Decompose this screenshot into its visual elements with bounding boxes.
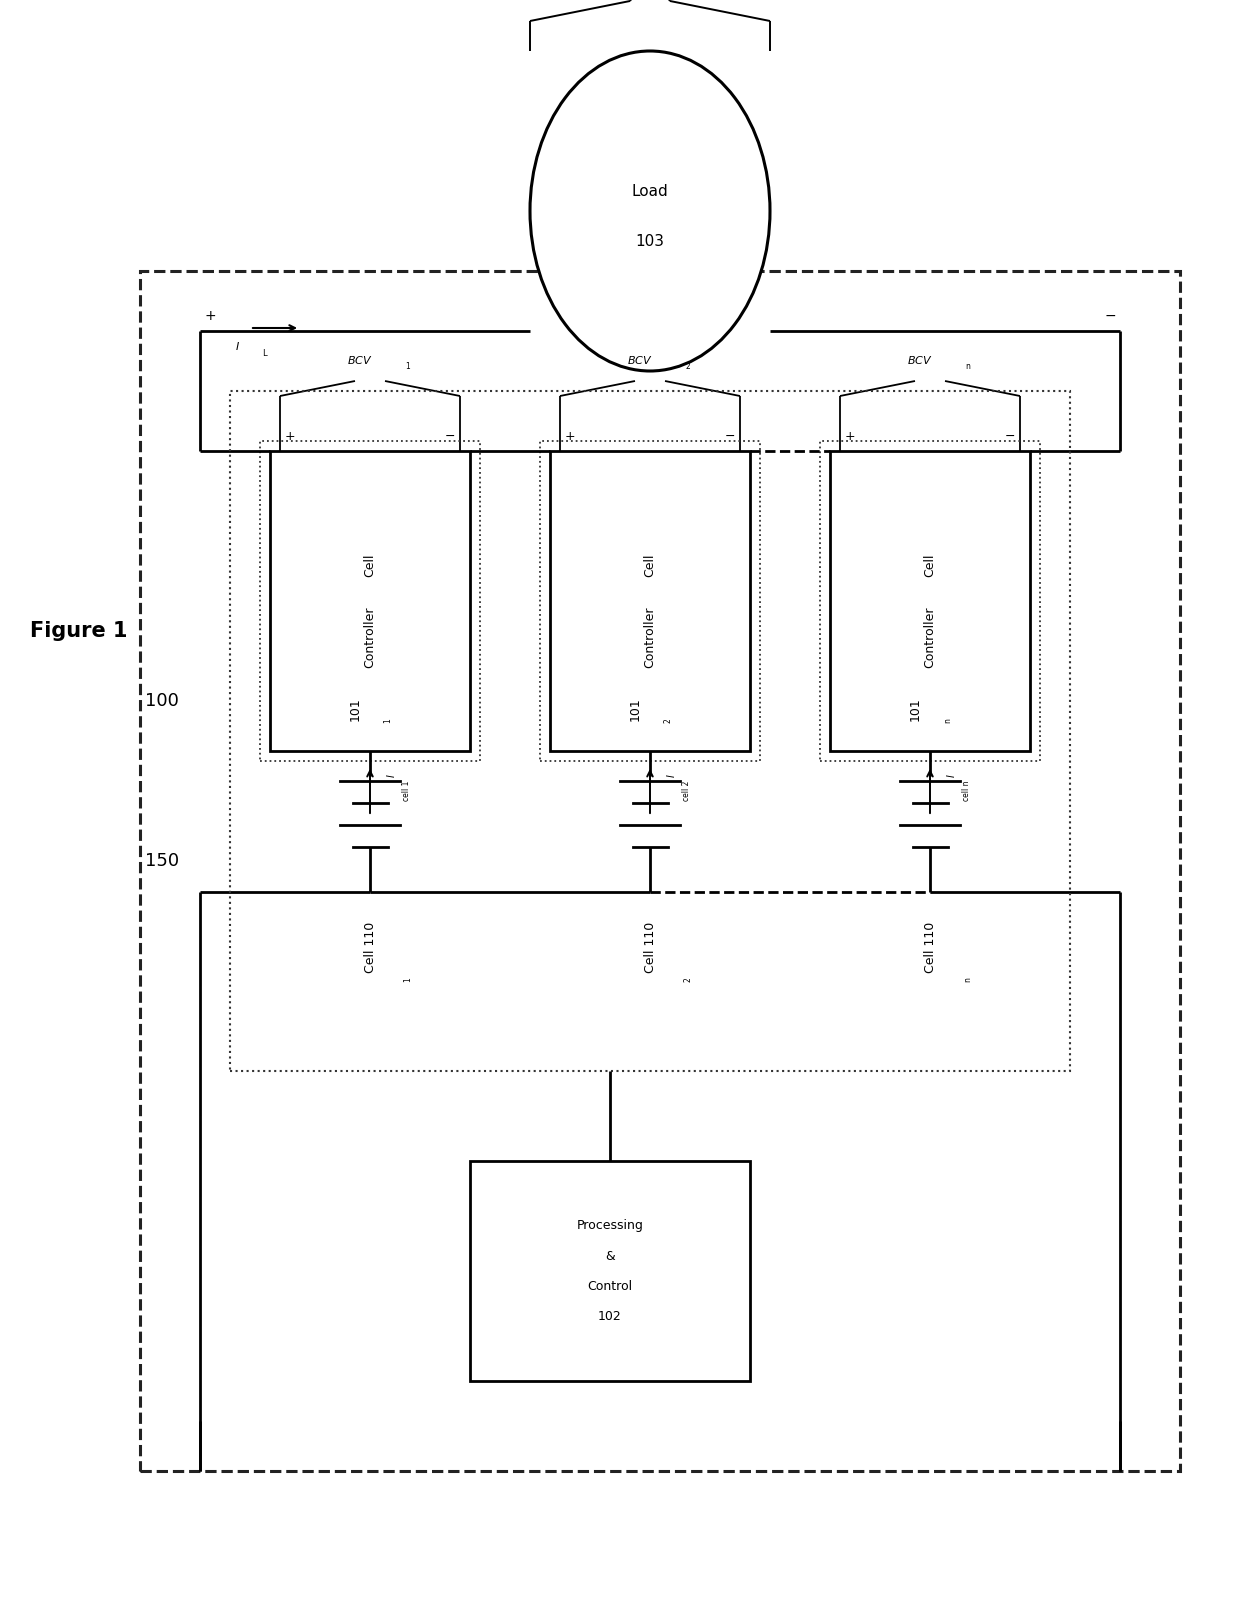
Text: Controller: Controller <box>644 607 656 668</box>
Text: Figure 1: Figure 1 <box>30 621 128 640</box>
Text: Cell: Cell <box>644 554 656 576</box>
Text: $BCV$: $BCV$ <box>627 354 652 367</box>
Ellipse shape <box>529 51 770 371</box>
Text: Cell 110: Cell 110 <box>924 922 936 973</box>
Bar <box>229 391 1070 1071</box>
Text: 2: 2 <box>686 362 691 371</box>
Text: Cell: Cell <box>924 554 936 576</box>
Text: 2: 2 <box>683 977 692 981</box>
Text: L: L <box>262 349 267 359</box>
Text: 101: 101 <box>348 696 362 720</box>
Text: +: + <box>844 431 856 443</box>
Text: Controller: Controller <box>924 607 936 668</box>
Text: −: − <box>445 431 455 443</box>
Text: −: − <box>1104 309 1116 323</box>
Text: 1: 1 <box>403 977 413 981</box>
Bar <box>830 451 1030 751</box>
Text: +: + <box>564 431 575 443</box>
Bar <box>470 1161 750 1382</box>
Text: n: n <box>963 977 972 981</box>
Text: cell n: cell n <box>962 781 971 800</box>
Text: Control: Control <box>588 1279 632 1292</box>
Text: $BCV$: $BCV$ <box>908 354 932 367</box>
Text: 100: 100 <box>145 692 179 709</box>
Text: −: − <box>724 431 735 443</box>
Text: 102: 102 <box>598 1310 622 1322</box>
Text: $I$: $I$ <box>945 773 957 778</box>
Text: Cell 110: Cell 110 <box>363 922 377 973</box>
Text: n: n <box>966 362 971 371</box>
Text: Cell: Cell <box>363 554 377 576</box>
Text: &: & <box>605 1249 615 1263</box>
Text: 1: 1 <box>383 719 393 724</box>
Bar <box>270 451 470 751</box>
Bar <box>140 271 1180 1471</box>
Text: Controller: Controller <box>363 607 377 668</box>
Text: Load: Load <box>631 184 668 199</box>
Text: Cell 110: Cell 110 <box>644 922 656 973</box>
Text: $I$: $I$ <box>384 773 397 778</box>
Text: cell 2: cell 2 <box>682 781 691 800</box>
Text: n: n <box>944 719 952 724</box>
Text: 150: 150 <box>145 852 179 869</box>
Text: $BCV$: $BCV$ <box>347 354 373 367</box>
Bar <box>820 440 1040 760</box>
Text: +: + <box>205 309 216 323</box>
Text: 2: 2 <box>663 719 672 724</box>
Text: −: − <box>1004 431 1016 443</box>
Text: $I$: $I$ <box>236 339 241 352</box>
Text: cell 1: cell 1 <box>402 781 410 800</box>
Bar <box>551 451 750 751</box>
Bar <box>260 440 480 760</box>
Text: 1: 1 <box>405 362 410 371</box>
Text: Processing: Processing <box>577 1220 644 1233</box>
Text: 101: 101 <box>909 696 921 720</box>
Text: 101: 101 <box>629 696 641 720</box>
Text: $I$: $I$ <box>665 773 677 778</box>
Text: 103: 103 <box>635 234 665 248</box>
Text: +: + <box>285 431 295 443</box>
Bar <box>539 440 760 760</box>
